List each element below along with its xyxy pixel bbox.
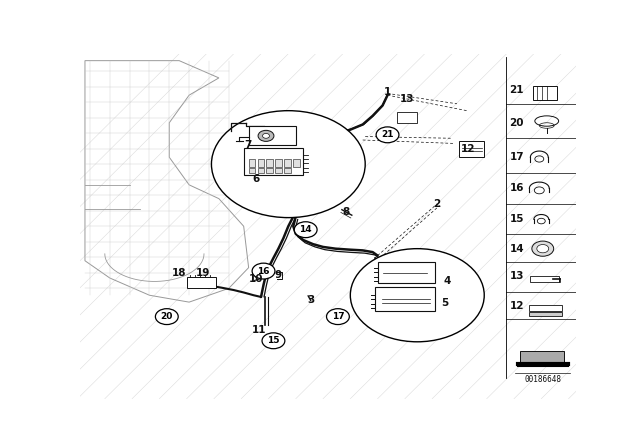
Text: 15: 15 <box>267 336 280 345</box>
FancyBboxPatch shape <box>266 168 273 173</box>
Text: 16: 16 <box>509 183 524 193</box>
FancyBboxPatch shape <box>275 168 282 173</box>
Text: 12: 12 <box>509 301 524 310</box>
FancyBboxPatch shape <box>266 159 273 167</box>
Text: 14: 14 <box>300 225 312 234</box>
FancyBboxPatch shape <box>187 277 216 289</box>
Circle shape <box>262 134 269 138</box>
Text: 18: 18 <box>172 268 186 278</box>
FancyBboxPatch shape <box>249 126 296 145</box>
Text: 13: 13 <box>400 94 415 103</box>
Text: 2: 2 <box>433 199 441 209</box>
Circle shape <box>350 249 484 342</box>
Text: 20: 20 <box>509 118 524 128</box>
Text: 8: 8 <box>342 207 349 217</box>
Text: 11: 11 <box>252 325 267 335</box>
Circle shape <box>532 241 554 256</box>
FancyBboxPatch shape <box>249 159 255 167</box>
Text: 00186648: 00186648 <box>524 375 561 384</box>
FancyBboxPatch shape <box>531 276 559 283</box>
Text: 5: 5 <box>441 298 448 308</box>
Text: 6: 6 <box>252 174 260 184</box>
Text: 1: 1 <box>384 87 391 97</box>
FancyBboxPatch shape <box>257 168 264 173</box>
Text: 13: 13 <box>509 271 524 281</box>
FancyBboxPatch shape <box>249 168 255 173</box>
FancyBboxPatch shape <box>244 148 303 175</box>
Text: 12: 12 <box>461 144 476 154</box>
Text: 9: 9 <box>275 270 282 280</box>
FancyBboxPatch shape <box>257 159 264 167</box>
FancyBboxPatch shape <box>378 263 435 283</box>
Text: 20: 20 <box>161 312 173 321</box>
FancyBboxPatch shape <box>529 312 562 316</box>
Circle shape <box>156 309 178 324</box>
Circle shape <box>262 333 285 349</box>
FancyBboxPatch shape <box>284 168 291 173</box>
Text: 21: 21 <box>381 130 394 139</box>
FancyBboxPatch shape <box>284 159 291 167</box>
Text: 14: 14 <box>509 244 524 254</box>
Text: 21: 21 <box>509 85 524 95</box>
Text: 3: 3 <box>307 295 314 306</box>
Text: 4: 4 <box>444 276 451 286</box>
Text: 7: 7 <box>244 140 252 150</box>
Text: 15: 15 <box>509 214 524 224</box>
Circle shape <box>211 111 365 218</box>
FancyBboxPatch shape <box>529 305 562 311</box>
Circle shape <box>252 263 275 279</box>
Circle shape <box>376 127 399 143</box>
Text: 19: 19 <box>196 268 210 278</box>
Text: 17: 17 <box>332 312 344 321</box>
FancyBboxPatch shape <box>460 141 484 157</box>
Circle shape <box>294 222 317 237</box>
Text: 16: 16 <box>257 267 270 276</box>
Circle shape <box>326 309 349 324</box>
FancyBboxPatch shape <box>375 287 435 311</box>
FancyBboxPatch shape <box>520 352 564 362</box>
Text: 10: 10 <box>249 274 263 284</box>
FancyBboxPatch shape <box>275 159 282 167</box>
FancyBboxPatch shape <box>293 159 300 167</box>
Circle shape <box>258 130 274 142</box>
Circle shape <box>537 245 548 253</box>
FancyBboxPatch shape <box>533 86 557 99</box>
FancyBboxPatch shape <box>397 112 417 123</box>
Text: 17: 17 <box>509 152 524 162</box>
